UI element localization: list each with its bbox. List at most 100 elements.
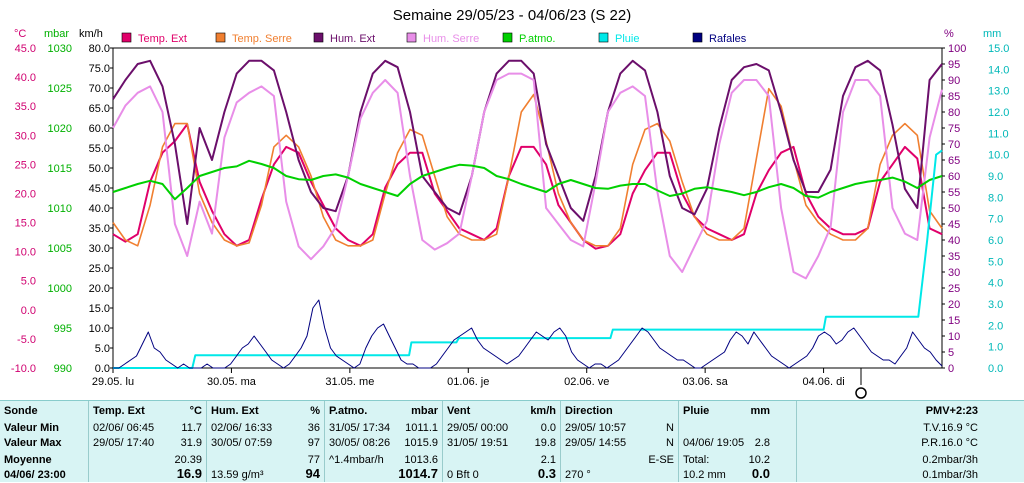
temp-tick: 5.0 xyxy=(21,276,36,288)
legend-label-pluie: Pluie xyxy=(615,33,639,45)
temp-tick: 35.0 xyxy=(15,101,36,113)
wind-tick: 65.0 xyxy=(89,103,110,115)
temp-tick: 30.0 xyxy=(15,130,36,142)
series-line-temp_serre xyxy=(112,87,943,247)
vent-unit: km/h xyxy=(530,405,556,417)
temp-tick: 40.0 xyxy=(15,72,36,84)
legend-swatch-hum_serre xyxy=(406,32,417,43)
hum-tick: 55 xyxy=(948,187,960,199)
wind-tick: 25.0 xyxy=(89,263,110,275)
x-tick-label: 03.06. sa xyxy=(683,376,729,388)
patmo-min: 1011.1 xyxy=(405,422,438,434)
series-line-patmo xyxy=(112,159,943,201)
x-tick-label: 01.06. je xyxy=(447,376,489,388)
temp-current: 16.9 xyxy=(176,466,202,481)
pluie-total: 10.2 xyxy=(748,454,770,466)
hum-max: 97 xyxy=(307,437,320,449)
hum-tick: 45 xyxy=(948,219,960,231)
hum-tick: 50 xyxy=(948,203,960,215)
hum-tick: 35 xyxy=(948,251,960,263)
pmv-tv: T.V.16.9 °C xyxy=(923,422,978,434)
series-line-rafales xyxy=(113,299,943,369)
pmv-trend-1: 0.2mbar/3h xyxy=(922,454,978,466)
patmo-max-time: 30/05/ 08:26 xyxy=(329,437,391,449)
x-tick-label: 02.06. ve xyxy=(564,376,609,388)
rain-tick: 1.0 xyxy=(988,342,1003,354)
press-tick: 1000 xyxy=(48,283,72,295)
row-label-current: 04/06/ 23:00 xyxy=(4,469,66,481)
series-line-hum_ext xyxy=(112,59,943,225)
dir-min-time: 29/05/ 10:57 xyxy=(565,422,627,434)
dir-max: N xyxy=(666,437,674,449)
wind-tick: 45.0 xyxy=(89,183,110,195)
temp-unit: °C xyxy=(189,405,202,417)
sonde-header: Sonde xyxy=(4,405,38,417)
stats-patmo-col: P.atmo. mbar 31/05/ 17:34 1011.1 30/05/ 08… xyxy=(324,401,442,482)
temp-tick: -5.0 xyxy=(17,334,36,346)
legend-label-temp_ext: Temp. Ext xyxy=(138,33,187,45)
rain-unit-label: mm xyxy=(983,28,1001,40)
legend-label-patmo: P.atmo. xyxy=(519,33,556,45)
rain-tick: 9.0 xyxy=(988,171,1003,183)
dir-min: N xyxy=(666,422,674,434)
stats-panel: Sonde Valeur Min Valeur Max Moyenne 04/0… xyxy=(0,400,1024,482)
legend-swatch-rafales xyxy=(692,32,703,43)
patmo-current: 1014.7 xyxy=(398,466,438,481)
legend-label-rafales: Rafales xyxy=(709,33,747,45)
hum-avg: 77 xyxy=(307,454,320,466)
hum-min-time: 02/06/ 16:33 xyxy=(211,422,273,434)
stats-temp-col: Temp. Ext °C 02/06/ 06:45 11.7 29/05/ 17:4… xyxy=(88,401,206,482)
hum-current: 94 xyxy=(305,466,320,481)
wind-tick: 5.0 xyxy=(95,343,110,355)
pluie-max-time: 04/06/ 19:05 xyxy=(683,437,745,449)
legend-label-hum_serre: Hum. Serre xyxy=(423,33,479,45)
rain-tick: 11.0 xyxy=(988,128,1009,140)
patmo-trend: ^1.4mbar/h xyxy=(329,454,384,466)
vent-max: 19.8 xyxy=(534,437,556,449)
rain-tick: 2.0 xyxy=(988,320,1003,332)
wind-tick: 0.0 xyxy=(95,363,110,375)
press-tick: 995 xyxy=(54,323,72,335)
temp-tick: 25.0 xyxy=(15,159,36,171)
wind-tick: 55.0 xyxy=(89,143,110,155)
hum-tick: 0 xyxy=(948,363,954,375)
stats-pluie-col: Pluie mm 04/06/ 19:05 2.8 Total: 10.2 10.2 … xyxy=(678,401,796,482)
vent-min-time: 29/05/ 00:00 xyxy=(447,422,509,434)
legend-swatch-pluie xyxy=(598,32,609,43)
wind-tick: 40.0 xyxy=(89,203,110,215)
dir-avg: E-SE xyxy=(648,454,674,466)
chart-legend: Temp. Ext Temp. Serre Hum. Ext Hum. Serre P.… xyxy=(121,32,747,45)
hum-tick: 100 xyxy=(948,43,966,55)
temp-tick: -10.0 xyxy=(11,363,36,375)
vent-current: 0.3 xyxy=(537,466,556,481)
temp-tick: 15.0 xyxy=(15,218,36,230)
wind-unit-label: km/h xyxy=(79,28,103,40)
hum-tick: 95 xyxy=(948,59,960,71)
hum-tick: 90 xyxy=(948,75,960,87)
hum-max-time: 30/05/ 07:59 xyxy=(211,437,273,449)
hum-tick: 80 xyxy=(948,107,960,119)
stats-dir-col: Direction 29/05/ 10:57 N 29/05/ 14:55 N E-… xyxy=(560,401,678,482)
temp-max-time: 29/05/ 17:40 xyxy=(93,437,155,449)
legend-swatch-temp_ext xyxy=(121,32,132,43)
patmo-header: P.atmo. xyxy=(329,405,368,417)
hum-header: Hum. Ext xyxy=(211,405,259,417)
press-tick: 1030 xyxy=(48,43,72,55)
rain-tick: 0.0 xyxy=(988,363,1003,375)
press-unit-label: mbar xyxy=(44,28,69,40)
rain-tick: 6.0 xyxy=(988,235,1003,247)
moon-marker xyxy=(855,368,867,399)
x-tick-label: 30.05. ma xyxy=(207,376,257,388)
temp-min-time: 02/06/ 06:45 xyxy=(93,422,155,434)
hum-tick: 70 xyxy=(948,139,960,151)
series-line-hum_serre xyxy=(112,72,943,280)
vent-avg: 2.1 xyxy=(540,454,556,466)
stats-pmv-col: PMV+2:23 T.V.16.9 °C P.R.16.0 °C 0.2mbar… xyxy=(796,401,1024,482)
hum-tick: 60 xyxy=(948,171,960,183)
dir-max-time: 29/05/ 14:55 xyxy=(565,437,627,449)
rain-tick: 4.0 xyxy=(988,278,1003,290)
wind-tick: 60.0 xyxy=(89,123,110,135)
hum-unit-label: % xyxy=(944,28,954,40)
temp-max: 31.9 xyxy=(180,437,202,449)
wind-tick: 20.0 xyxy=(89,283,110,295)
